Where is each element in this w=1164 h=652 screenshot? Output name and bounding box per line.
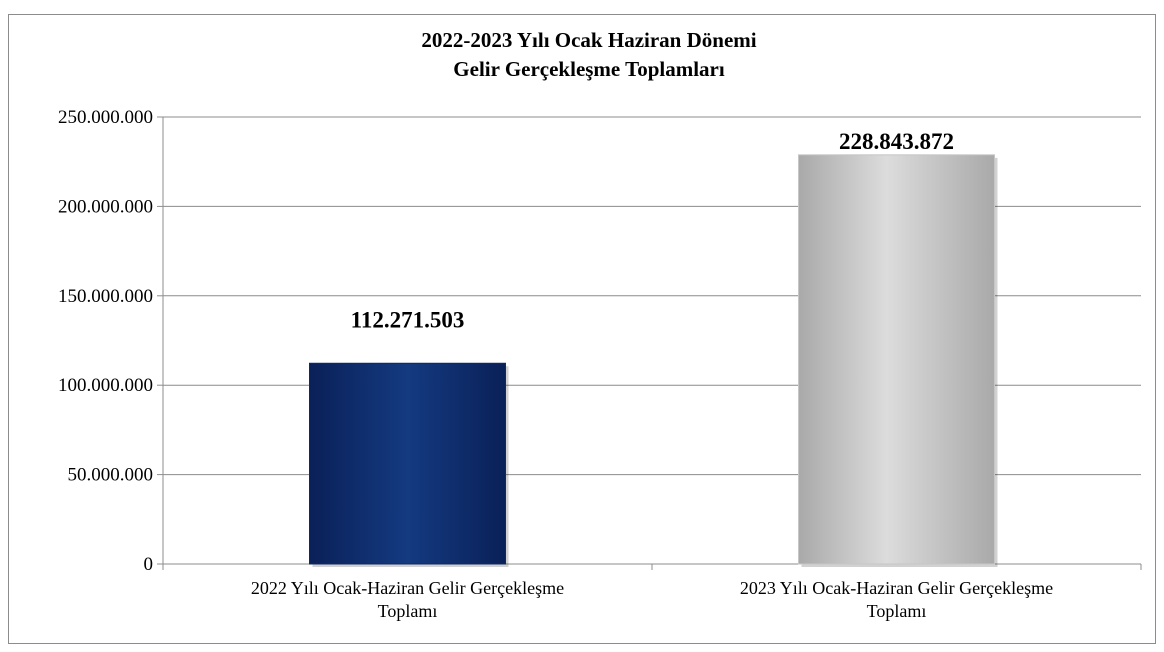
bar <box>798 154 995 565</box>
data-label: 228.843.872 <box>839 129 954 154</box>
x-axis-categories: 2022 Yılı Ocak-Haziran Gelir Gerçekleşme… <box>251 578 1053 621</box>
data-label: 112.271.503 <box>351 307 465 332</box>
x-category-label: 2023 Yılı Ocak-Haziran Gelir Gerçekleşme <box>740 578 1053 598</box>
y-axis-ticks: 0 50.000.000 100.000.000 150.000.000 200.000… <box>58 107 153 575</box>
y-tick-label: 100.000.000 <box>58 375 153 396</box>
x-category-label: 2022 Yılı Ocak-Haziran Gelir Gerçekleşme <box>251 578 564 598</box>
x-category-label: Toplamı <box>867 601 927 621</box>
y-tick-label: 50.000.000 <box>68 465 154 486</box>
data-labels: 112.271.503 228.843.872 <box>351 129 954 332</box>
chart-subtitle: Gelir Gerçekleşme Toplamları <box>453 57 725 81</box>
chart-title: 2022-2023 Yılı Ocak Haziran Dönemi <box>421 28 756 52</box>
bar <box>309 362 506 565</box>
y-tick-label: 250.000.000 <box>58 107 153 128</box>
y-tick-label: 150.000.000 <box>58 286 153 307</box>
bars <box>309 154 998 568</box>
x-category-label: Toplamı <box>378 601 438 621</box>
y-tick-label: 0 <box>144 554 154 575</box>
y-tick-label: 200.000.000 <box>58 196 153 217</box>
